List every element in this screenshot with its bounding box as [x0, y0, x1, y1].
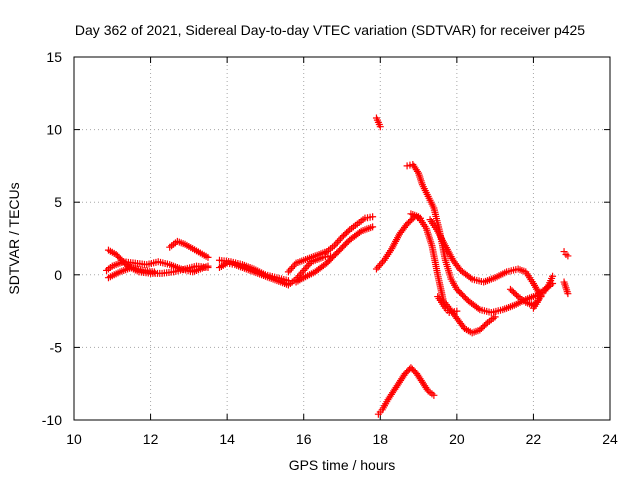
data-point	[453, 307, 461, 315]
x-tick-labels: 10 12 14 16 18 20 22 24	[66, 431, 618, 447]
data-points	[103, 114, 572, 418]
data-point	[491, 313, 499, 321]
data-point	[333, 238, 341, 246]
data-point	[303, 263, 311, 271]
data-point	[301, 265, 309, 273]
data-point	[369, 213, 377, 221]
data-point	[332, 240, 340, 248]
data-point	[286, 266, 294, 274]
x-tick-label: 22	[526, 431, 542, 447]
data-point	[564, 290, 572, 298]
data-point	[204, 264, 212, 272]
data-point	[549, 272, 557, 280]
data-point	[300, 266, 308, 274]
y-tick-label: 10	[46, 122, 62, 138]
x-tick-label: 20	[449, 431, 465, 447]
data-point	[430, 391, 438, 399]
x-tick-label: 24	[602, 431, 618, 447]
data-point	[204, 253, 212, 261]
y-tick-label: -5	[50, 339, 63, 355]
data-point	[150, 268, 158, 276]
data-point	[336, 235, 344, 243]
y-tick-label: 0	[54, 267, 62, 283]
y-axis-label: SDTVAR / TECUs	[6, 182, 22, 294]
data-point	[356, 228, 364, 236]
data-point	[376, 123, 384, 131]
data-point	[467, 274, 475, 282]
x-tick-label: 16	[296, 431, 312, 447]
y-tick-label: -10	[42, 412, 62, 428]
grid	[74, 57, 610, 420]
plot-frame	[73, 56, 611, 421]
data-point	[369, 223, 377, 231]
data-point	[298, 268, 306, 276]
data-point	[372, 265, 380, 273]
x-tick-label: 10	[66, 431, 82, 447]
data-point	[564, 252, 572, 260]
data-point	[287, 264, 295, 272]
x-axis-label: GPS time / hours	[289, 457, 396, 473]
y-tick-labels: -10 -5 0 5 10 15	[42, 49, 62, 428]
data-point	[335, 237, 343, 245]
x-tick-label: 14	[219, 431, 235, 447]
data-point	[376, 262, 384, 270]
data-point	[289, 263, 297, 271]
y-tick-label: 15	[46, 49, 62, 65]
data-point	[377, 260, 385, 268]
chart-title: Day 362 of 2021, Sidereal Day-to-day VTE…	[75, 22, 585, 38]
x-tick-label: 18	[372, 431, 388, 447]
x-tick-label: 12	[143, 431, 159, 447]
y-tick-label: 5	[54, 194, 62, 210]
data-point	[474, 304, 482, 312]
data-point	[284, 277, 292, 285]
